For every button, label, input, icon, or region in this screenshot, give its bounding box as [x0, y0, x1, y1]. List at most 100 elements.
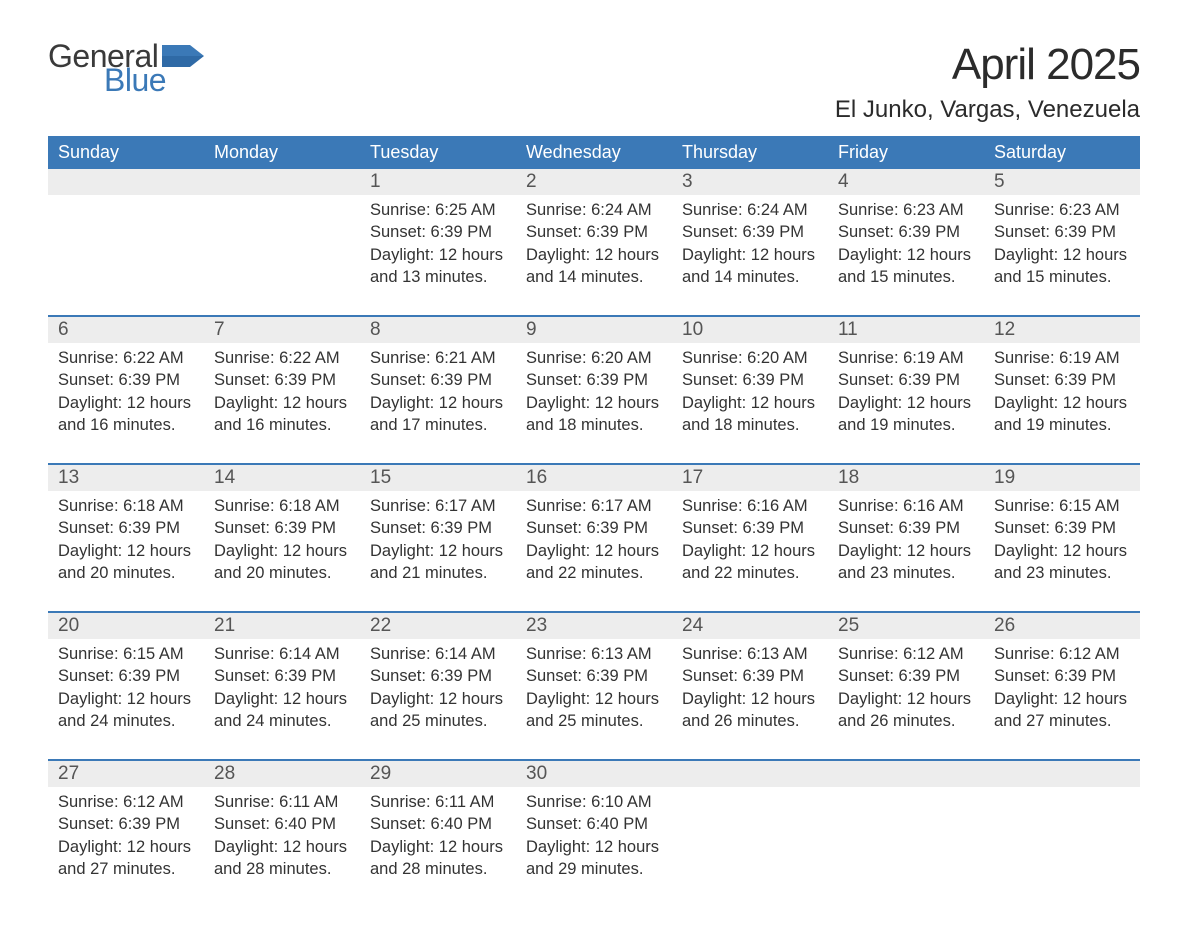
daynum-row: 20212223242526	[48, 613, 1140, 639]
daylight-text: Daylight: 12 hours	[682, 392, 820, 414]
day-number	[984, 761, 1140, 787]
day-number: 27	[48, 761, 204, 787]
sunrise-text: Sunrise: 6:20 AM	[682, 347, 820, 369]
daylight-text: and 20 minutes.	[214, 562, 352, 584]
day-number: 1	[360, 169, 516, 195]
daylight-text: and 29 minutes.	[526, 858, 664, 880]
day-cell: Sunrise: 6:12 AMSunset: 6:39 PMDaylight:…	[984, 639, 1140, 735]
daylight-text: and 15 minutes.	[994, 266, 1132, 288]
day-cell: Sunrise: 6:15 AMSunset: 6:39 PMDaylight:…	[984, 491, 1140, 587]
logo-blue-text: Blue	[104, 64, 204, 96]
sunset-text: Sunset: 6:39 PM	[994, 369, 1132, 391]
daylight-text: Daylight: 12 hours	[526, 688, 664, 710]
daylight-text: and 22 minutes.	[526, 562, 664, 584]
day-cell: Sunrise: 6:20 AMSunset: 6:39 PMDaylight:…	[672, 343, 828, 439]
day-cell: Sunrise: 6:14 AMSunset: 6:39 PMDaylight:…	[204, 639, 360, 735]
daynum-row: 6789101112	[48, 317, 1140, 343]
daylight-text: and 14 minutes.	[682, 266, 820, 288]
sunset-text: Sunset: 6:39 PM	[370, 665, 508, 687]
daylight-text: Daylight: 12 hours	[370, 244, 508, 266]
daylight-text: Daylight: 12 hours	[838, 392, 976, 414]
daylight-text: and 23 minutes.	[994, 562, 1132, 584]
day-cell	[828, 787, 984, 883]
sunrise-text: Sunrise: 6:25 AM	[370, 199, 508, 221]
sunset-text: Sunset: 6:39 PM	[526, 665, 664, 687]
day-cell: Sunrise: 6:25 AMSunset: 6:39 PMDaylight:…	[360, 195, 516, 291]
day-cell: Sunrise: 6:11 AMSunset: 6:40 PMDaylight:…	[360, 787, 516, 883]
sunrise-text: Sunrise: 6:12 AM	[994, 643, 1132, 665]
daylight-text: Daylight: 12 hours	[58, 836, 196, 858]
weekday-header: Sunday	[48, 136, 204, 169]
daynum-row: 13141516171819	[48, 465, 1140, 491]
day-cell: Sunrise: 6:19 AMSunset: 6:39 PMDaylight:…	[828, 343, 984, 439]
sunset-text: Sunset: 6:40 PM	[214, 813, 352, 835]
daylight-text: and 24 minutes.	[214, 710, 352, 732]
daylight-text: Daylight: 12 hours	[994, 540, 1132, 562]
day-cell: Sunrise: 6:17 AMSunset: 6:39 PMDaylight:…	[360, 491, 516, 587]
day-cell	[672, 787, 828, 883]
sunset-text: Sunset: 6:39 PM	[370, 369, 508, 391]
sunrise-text: Sunrise: 6:12 AM	[58, 791, 196, 813]
day-cell: Sunrise: 6:19 AMSunset: 6:39 PMDaylight:…	[984, 343, 1140, 439]
day-number: 14	[204, 465, 360, 491]
daylight-text: and 25 minutes.	[370, 710, 508, 732]
sunrise-text: Sunrise: 6:17 AM	[370, 495, 508, 517]
daylight-text: and 20 minutes.	[58, 562, 196, 584]
daylight-text: Daylight: 12 hours	[682, 540, 820, 562]
day-number: 7	[204, 317, 360, 343]
daylight-text: Daylight: 12 hours	[214, 836, 352, 858]
daylight-text: Daylight: 12 hours	[526, 540, 664, 562]
day-cell: Sunrise: 6:11 AMSunset: 6:40 PMDaylight:…	[204, 787, 360, 883]
daylight-text: and 16 minutes.	[58, 414, 196, 436]
sunrise-text: Sunrise: 6:12 AM	[838, 643, 976, 665]
daylight-text: Daylight: 12 hours	[58, 392, 196, 414]
day-number: 28	[204, 761, 360, 787]
sunrise-text: Sunrise: 6:21 AM	[370, 347, 508, 369]
daylight-text: Daylight: 12 hours	[214, 392, 352, 414]
sunrise-text: Sunrise: 6:14 AM	[370, 643, 508, 665]
daylight-text: Daylight: 12 hours	[370, 392, 508, 414]
day-number: 15	[360, 465, 516, 491]
day-number	[828, 761, 984, 787]
sunrise-text: Sunrise: 6:17 AM	[526, 495, 664, 517]
sunrise-text: Sunrise: 6:11 AM	[370, 791, 508, 813]
day-cell: Sunrise: 6:24 AMSunset: 6:39 PMDaylight:…	[516, 195, 672, 291]
daynum-row: 12345	[48, 169, 1140, 195]
day-number	[48, 169, 204, 195]
logo: General Blue	[48, 40, 204, 96]
daylight-text: and 23 minutes.	[838, 562, 976, 584]
day-number: 26	[984, 613, 1140, 639]
sunrise-text: Sunrise: 6:24 AM	[526, 199, 664, 221]
daylight-text: and 15 minutes.	[838, 266, 976, 288]
sunrise-text: Sunrise: 6:19 AM	[838, 347, 976, 369]
day-cell: Sunrise: 6:24 AMSunset: 6:39 PMDaylight:…	[672, 195, 828, 291]
daylight-text: and 19 minutes.	[994, 414, 1132, 436]
sunrise-text: Sunrise: 6:10 AM	[526, 791, 664, 813]
sunset-text: Sunset: 6:39 PM	[370, 517, 508, 539]
calendar-week: 6789101112Sunrise: 6:22 AMSunset: 6:39 P…	[48, 315, 1140, 439]
calendar-week: 12345Sunrise: 6:25 AMSunset: 6:39 PMDayl…	[48, 169, 1140, 291]
sunrise-text: Sunrise: 6:19 AM	[994, 347, 1132, 369]
location-text: El Junko, Vargas, Venezuela	[835, 96, 1140, 124]
day-number: 19	[984, 465, 1140, 491]
sunrise-text: Sunrise: 6:14 AM	[214, 643, 352, 665]
sunset-text: Sunset: 6:39 PM	[994, 665, 1132, 687]
sunrise-text: Sunrise: 6:16 AM	[838, 495, 976, 517]
day-number: 17	[672, 465, 828, 491]
day-cell: Sunrise: 6:13 AMSunset: 6:39 PMDaylight:…	[672, 639, 828, 735]
day-number: 25	[828, 613, 984, 639]
day-number: 5	[984, 169, 1140, 195]
daylight-text: and 26 minutes.	[838, 710, 976, 732]
sunset-text: Sunset: 6:39 PM	[370, 221, 508, 243]
daylight-text: and 28 minutes.	[370, 858, 508, 880]
daylight-text: Daylight: 12 hours	[214, 688, 352, 710]
day-number: 22	[360, 613, 516, 639]
sunset-text: Sunset: 6:39 PM	[58, 517, 196, 539]
sunset-text: Sunset: 6:39 PM	[214, 369, 352, 391]
calendar-week: 13141516171819Sunrise: 6:18 AMSunset: 6:…	[48, 463, 1140, 587]
day-number: 18	[828, 465, 984, 491]
sunrise-text: Sunrise: 6:23 AM	[838, 199, 976, 221]
day-number: 24	[672, 613, 828, 639]
day-number	[672, 761, 828, 787]
sunset-text: Sunset: 6:39 PM	[526, 221, 664, 243]
